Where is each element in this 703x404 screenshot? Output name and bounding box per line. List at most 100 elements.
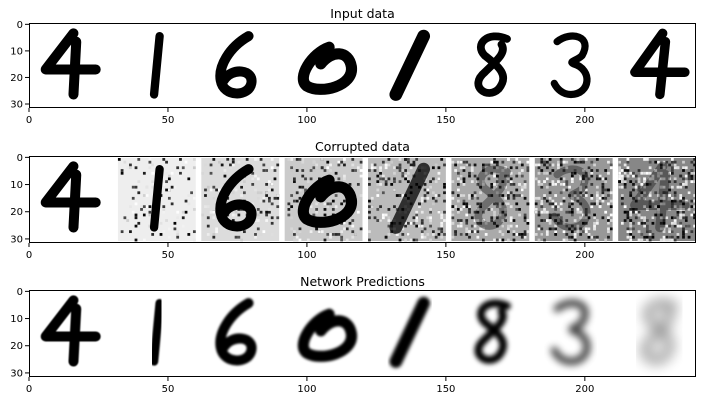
noise-pixel [629,219,633,222]
noise-pixel [265,210,269,214]
noise-pixel [265,213,269,217]
noise-pixel [523,230,527,234]
noise-pixel [582,180,585,184]
noise-pixel [134,224,138,228]
y-tick-label: 10 [10,46,23,57]
noise-pixel [173,221,177,225]
digit-panel [40,28,101,100]
noise-pixel [651,233,655,236]
noise-pixel [176,230,180,234]
noise-pixel [659,227,663,231]
noise-pixel [523,219,527,222]
noise-pixel [376,219,380,222]
noise-pixel [126,166,130,170]
noise-pixel [682,230,685,234]
noise-pixel [551,183,555,186]
noise-pixel [534,233,538,236]
noise-pixel [148,160,152,164]
noise-pixel [368,169,371,172]
noise-pixel [359,160,363,164]
noise-pixel [595,238,599,242]
noise-pixel [501,219,505,222]
noise-pixel [570,213,574,217]
noise-pixel [629,213,633,217]
noise-pixel [465,202,469,206]
noise-pixel [495,174,499,178]
noise-pixel [659,177,663,181]
noise-pixel [540,210,544,214]
noise-pixel [562,238,566,242]
noise-pixel [434,235,438,239]
y-tick-label: 20 [10,207,23,218]
noise-pixel [468,205,471,209]
noise-pixel [576,158,580,161]
noise-pixel [629,235,633,239]
noise-pixel [668,171,671,175]
noise-pixel [543,219,546,222]
noise-pixel [393,188,396,192]
noise-pixel [507,224,510,228]
noise-pixel [387,163,391,167]
noise-pixel [623,210,627,214]
noise-pixel [557,180,560,184]
noise-pixel [495,216,499,220]
noise-pixel [593,224,596,228]
noise-pixel [573,191,577,195]
noise-pixel [443,219,446,222]
noise-pixel [359,194,363,197]
noise-pixel [512,238,516,242]
noise-pixel [493,171,496,175]
noise-pixel [320,166,324,170]
noise-pixel [470,216,474,220]
noise-pixel [540,227,544,231]
digit-panel [297,308,357,362]
noise-pixel [670,196,674,200]
noise-pixel [482,183,485,186]
noise-pixel [693,171,696,175]
noise-pixel [590,194,594,197]
noise-pixel [501,233,505,236]
noise-pixel [456,160,460,164]
noise-pixel [170,171,174,175]
noise-pixel [682,210,685,214]
noise-pixel [337,205,341,209]
digit-panel [40,161,101,233]
noise-pixel [504,196,508,200]
noise-pixel [390,183,394,186]
noise-pixel [493,174,496,178]
noise-pixel [426,191,430,195]
noise-pixel [609,199,613,203]
noise-pixel [484,233,488,236]
noise-pixel [659,199,663,203]
noise-pixel [456,171,460,175]
noise-pixel [184,199,188,203]
chart-title: Corrupted data [315,139,410,154]
noise-pixel [476,208,480,211]
digit-glyph [550,165,591,232]
digit-panel [630,28,690,100]
noise-pixel [151,163,155,167]
noise-pixel [268,208,271,211]
noise-pixel [184,210,188,214]
noise-pixel [270,233,274,236]
noise-pixel [609,227,613,231]
noise-pixel [468,230,471,234]
noise-pixel [593,216,596,220]
noise-pixel [540,233,544,236]
noise-pixel [443,183,446,186]
noise-pixel [454,205,457,209]
noise-pixel [545,233,549,236]
noise-pixel [120,171,124,175]
noise-pixel [429,224,432,228]
noise-pixel [490,185,494,189]
noise-pixel [662,230,666,234]
noise-pixel [406,221,410,225]
noise-pixel [217,188,221,192]
noise-pixel [657,174,660,178]
noise-pixel [493,158,496,161]
noise-pixel [676,213,680,217]
digit-glyph [550,299,591,366]
x-tick-label: 50 [162,384,175,395]
noise-pixel [459,224,463,228]
noise-pixel [234,235,238,239]
